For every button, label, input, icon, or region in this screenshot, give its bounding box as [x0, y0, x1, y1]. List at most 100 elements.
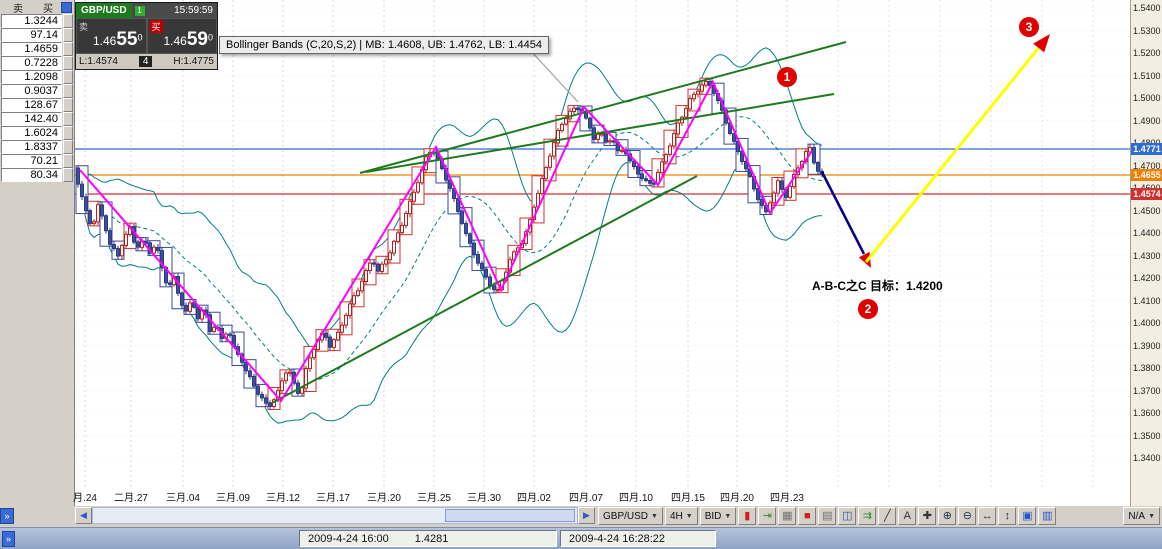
- target-arrow-line[interactable]: [864, 45, 1042, 263]
- candle-body: [184, 304, 188, 312]
- cascade-windows-icon[interactable]: ▥: [1038, 507, 1057, 525]
- zoom-in-icon[interactable]: ⊕: [938, 507, 957, 525]
- templates-icon[interactable]: ▤: [818, 507, 837, 525]
- quote-stepper[interactable]: [63, 98, 73, 112]
- buy-quote-button[interactable]: 买 1.46590: [146, 18, 217, 54]
- quote-row[interactable]: 1.4659: [1, 42, 74, 56]
- crosshair-icon[interactable]: ✚: [918, 507, 937, 525]
- candle-body: [188, 302, 192, 312]
- panel-collapse-button[interactable]: »: [0, 508, 14, 524]
- wave-marker-circle[interactable]: [777, 67, 797, 87]
- price-axis: 1.54001.53001.52001.51001.50001.49001.48…: [1130, 0, 1162, 506]
- date-axis-label: 三月.20: [367, 493, 401, 504]
- status-expand-button[interactable]: »: [2, 530, 15, 547]
- price-axis-label: 1.4900: [1133, 115, 1161, 126]
- quote-stepper[interactable]: [63, 42, 73, 56]
- quote-row[interactable]: 1.6024: [1, 126, 74, 140]
- quote-stepper[interactable]: [63, 140, 73, 154]
- bollinger-tooltip: Bollinger Bands (C,20,S,2) | MB: 1.4608,…: [219, 36, 549, 54]
- target-arrow-head[interactable]: [1033, 34, 1050, 53]
- date-axis-label: 四月.15: [671, 493, 705, 504]
- candle-body: [244, 361, 248, 372]
- candle-body: [144, 240, 148, 244]
- candle-body: [228, 333, 232, 336]
- quote-row[interactable]: 0.7228: [1, 56, 74, 70]
- chart-style-icon[interactable]: ▮: [738, 507, 757, 525]
- quote-row[interactable]: 1.8337: [1, 140, 74, 154]
- bollinger-upper-band: [77, 47, 823, 349]
- quote-stepper[interactable]: [63, 14, 73, 28]
- scroll-to-end-icon[interactable]: ⇥: [758, 507, 777, 525]
- draw-trendline-icon[interactable]: ╱: [878, 507, 897, 525]
- symbol-dropdown[interactable]: GBP/USD ▼: [598, 507, 663, 525]
- zoom-out-icon[interactable]: ⊖: [958, 507, 977, 525]
- chart-scrollbar[interactable]: ◀ ▶: [75, 507, 595, 524]
- quote-row[interactable]: 1.2098: [1, 70, 74, 84]
- candle-body: [108, 230, 112, 245]
- quote-stepper[interactable]: [63, 28, 73, 42]
- candle-body: [564, 118, 568, 125]
- chevron-down-icon: ▼: [724, 512, 732, 520]
- quote-value: 97.14: [1, 28, 62, 42]
- auto-scroll-icon[interactable]: ⇉: [858, 507, 877, 525]
- timeframe-dropdown[interactable]: 4H ▼: [664, 507, 698, 525]
- quote-row[interactable]: 97.14: [1, 28, 74, 42]
- projection-arrow-head[interactable]: [858, 251, 871, 268]
- quote-stepper[interactable]: [63, 70, 73, 84]
- quote-stepper[interactable]: [63, 126, 73, 140]
- quote-row[interactable]: 142.40: [1, 112, 74, 126]
- quote-stepper[interactable]: [63, 84, 73, 98]
- quote-row[interactable]: 1.3244: [1, 14, 74, 28]
- scroll-left-button[interactable]: ◀: [75, 507, 92, 524]
- clock-time: 2009-4-24 16:28:22: [569, 532, 666, 545]
- scroll-right-button[interactable]: ▶: [578, 507, 595, 524]
- quote-row[interactable]: 0.9037: [1, 84, 74, 98]
- chart-area[interactable]: 1 2 3 A-B-C之C 目标：1.4200 月.24 二月.27 三月.04 三月.09…: [73, 0, 1130, 506]
- quote-row[interactable]: 128.67: [1, 98, 74, 112]
- quote-panel-footer: L:1.4574 4 H:1.4775: [76, 54, 217, 69]
- new-chart-icon[interactable]: ◫: [838, 507, 857, 525]
- indicators-icon[interactable]: ■: [798, 507, 817, 525]
- wave-marker-number: 2: [865, 302, 872, 316]
- projection-line[interactable]: [820, 171, 866, 255]
- candle-body: [324, 332, 328, 338]
- quote-stepper[interactable]: [63, 168, 73, 182]
- expand-vertical-icon[interactable]: ↕: [998, 507, 1017, 525]
- trend-line[interactable]: [359, 41, 847, 174]
- quote-board-menu-icon[interactable]: [61, 1, 72, 13]
- candle-body: [760, 198, 764, 206]
- sell-quote-button[interactable]: 卖 1.46550: [76, 18, 147, 54]
- candle-body: [152, 246, 156, 254]
- date-axis-label: 二月.27: [114, 493, 148, 504]
- price-type-dropdown[interactable]: BID ▼: [699, 507, 737, 525]
- candle-body: [544, 167, 548, 180]
- candle-body: [488, 276, 492, 287]
- overlay-symbol-dropdown[interactable]: N/A ▼: [1123, 507, 1160, 525]
- scrollbar-thumb[interactable]: [445, 509, 575, 522]
- candle-body: [596, 133, 600, 140]
- symbol-label: GBP/USD: [76, 3, 132, 18]
- candle-body: [640, 173, 644, 179]
- quote-row[interactable]: 80.34: [1, 168, 74, 182]
- sell-side-label: 卖: [79, 22, 89, 32]
- trend-line[interactable]: [365, 93, 835, 173]
- expand-horizontal-icon[interactable]: ↔: [978, 507, 997, 525]
- wave-marker-number: 1: [784, 70, 791, 84]
- bollinger-lower-band: [77, 162, 823, 424]
- quote-row[interactable]: 70.21: [1, 154, 74, 168]
- candle-price: 1.4281: [414, 532, 449, 545]
- quote-stepper[interactable]: [63, 154, 73, 168]
- grid-icon[interactable]: ▦: [778, 507, 797, 525]
- candle-body: [192, 302, 196, 308]
- trend-line[interactable]: [271, 175, 698, 404]
- wave-marker-circle[interactable]: [1019, 17, 1039, 37]
- quote-stepper[interactable]: [63, 56, 73, 70]
- quote-stepper[interactable]: [63, 112, 73, 126]
- candle-body: [756, 188, 760, 200]
- text-label-icon[interactable]: A: [898, 507, 917, 525]
- zigzag-line[interactable]: [79, 79, 813, 403]
- scrollbar-track[interactable]: [92, 507, 578, 524]
- wave-marker-circle[interactable]: [858, 299, 878, 319]
- candle-body: [812, 147, 816, 164]
- tile-windows-icon[interactable]: ▣: [1018, 507, 1037, 525]
